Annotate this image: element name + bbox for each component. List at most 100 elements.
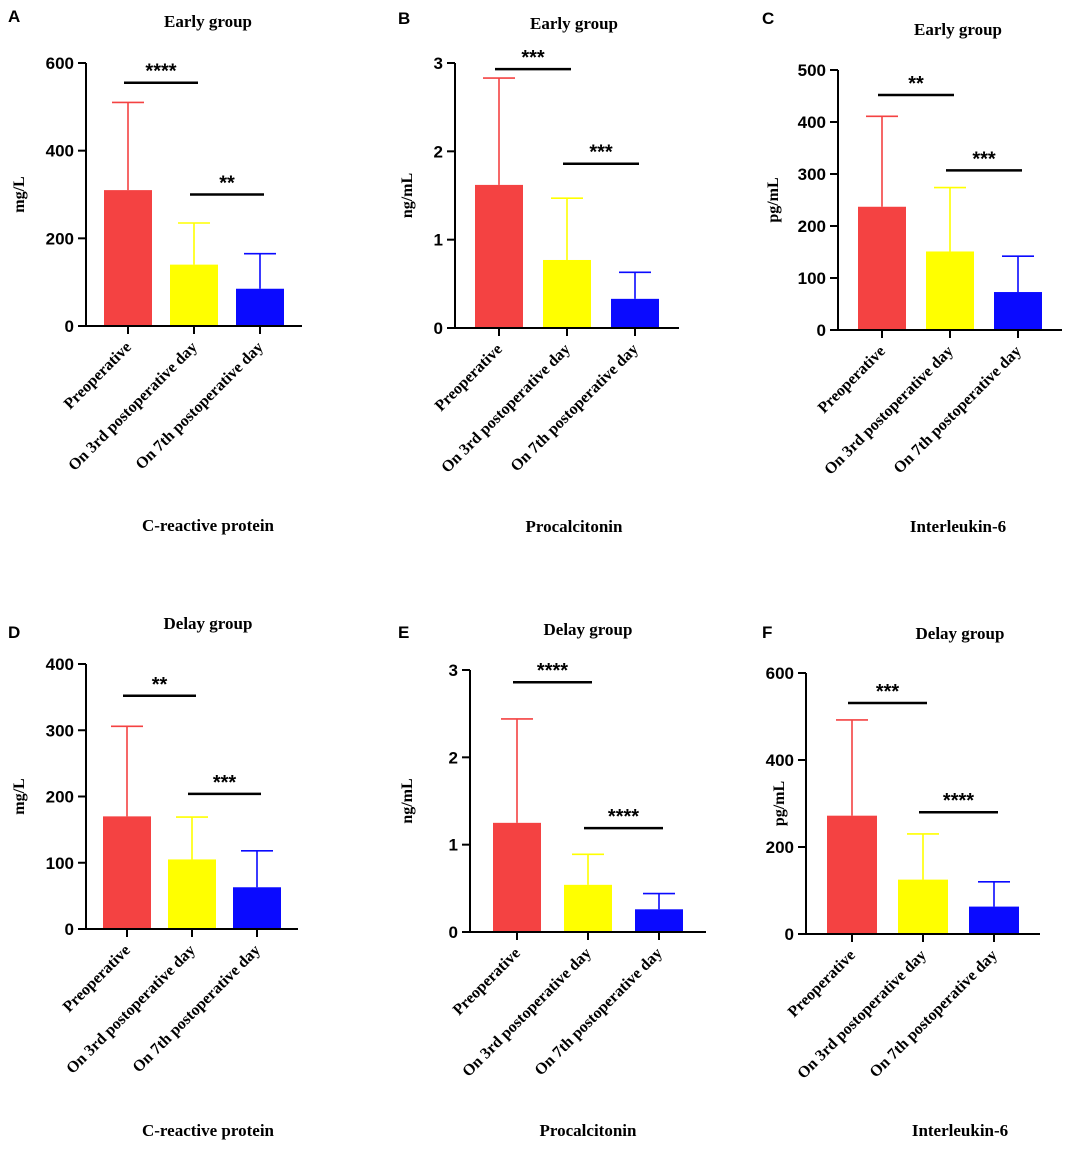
panel-letter: A <box>8 7 20 26</box>
y-tick-label: 400 <box>46 655 74 674</box>
y-axis-label: pg/mL <box>771 781 788 826</box>
y-tick-label: 2 <box>449 748 458 767</box>
error-bar-3 <box>643 892 675 910</box>
x-tick-label: Preoperative <box>785 947 859 1021</box>
significance-label: **** <box>537 660 568 682</box>
significance-label: *** <box>213 772 237 794</box>
error-bar-2 <box>907 833 939 880</box>
error-bar-1 <box>866 115 898 207</box>
y-tick-label: 100 <box>798 269 826 288</box>
error-bar-3 <box>244 252 276 289</box>
y-axis-label: ng/mL <box>399 778 416 823</box>
panel-letter: D <box>8 623 20 642</box>
y-tick-label: 400 <box>46 142 74 161</box>
y-tick-label: 0 <box>65 920 74 939</box>
x-tick-label: On 7th postoperative day <box>508 341 642 475</box>
error-bar-2 <box>934 186 966 252</box>
significance-label: ** <box>908 73 924 95</box>
bar-3 <box>635 909 683 932</box>
y-tick-label: 0 <box>65 317 74 336</box>
error-bar-1 <box>483 77 515 185</box>
bar-1 <box>493 822 541 932</box>
significance-label: ** <box>152 674 168 696</box>
chart-title: Delay group <box>544 620 633 639</box>
significance-label: *** <box>521 47 545 69</box>
error-bar-3 <box>1002 255 1034 293</box>
y-tick-label: 3 <box>434 54 443 73</box>
chart-title: Early group <box>530 14 618 33</box>
x-axis-label: Procalcitonin <box>540 1121 637 1140</box>
x-tick-label: Preoperative <box>61 339 135 413</box>
bar-1 <box>827 815 877 934</box>
bar-2 <box>170 264 218 326</box>
y-tick-label: 300 <box>46 721 74 740</box>
error-bar-1 <box>501 718 533 823</box>
y-tick-label: 500 <box>798 61 826 80</box>
y-tick-label: 0 <box>449 923 458 942</box>
x-tick-label: Preoperative <box>432 341 506 415</box>
y-axis-label: ng/mL <box>399 173 416 218</box>
y-tick-label: 100 <box>46 854 74 873</box>
bar-2 <box>168 859 216 929</box>
bar-1 <box>858 206 906 330</box>
chart-panel-c: C Early group Interleukin-6 pg/mL 0 100 200 300… <box>762 9 1062 536</box>
y-tick-label: 300 <box>798 165 826 184</box>
error-bar-3 <box>978 880 1010 907</box>
significance-label: ** <box>219 173 235 195</box>
bar-1 <box>475 184 523 328</box>
chart-panel-f: F Delay group Interleukin-6 pg/mL 0 200 400 600… <box>762 623 1040 1140</box>
chart-panel-b: B Early group Procalcitonin ng/mL 0 1 2 3 Preope… <box>398 9 679 536</box>
x-tick-label: On 7th postoperative day <box>133 339 267 473</box>
bar-1 <box>104 190 152 326</box>
y-axis-label: pg/mL <box>765 177 782 222</box>
bar-3 <box>611 298 659 328</box>
bar-3 <box>994 292 1042 330</box>
y-tick-label: 400 <box>766 751 794 770</box>
x-axis-label: Interleukin-6 <box>910 517 1006 536</box>
error-bar-3 <box>241 850 273 888</box>
y-tick-label: 0 <box>785 925 794 944</box>
bar-3 <box>236 288 284 326</box>
significance-label: *** <box>972 148 996 170</box>
y-axis-label: mg/L <box>11 778 28 814</box>
significance-label: **** <box>943 790 974 812</box>
error-bar-2 <box>572 853 604 885</box>
significance-label: *** <box>876 681 900 703</box>
bar-1 <box>103 816 151 929</box>
y-tick-label: 600 <box>766 664 794 683</box>
bar-2 <box>564 884 612 932</box>
chart-panel-e: E Delay group Procalcitonin ng/mL 0 1 2 3 Preope… <box>398 620 706 1140</box>
significance-label: *** <box>589 142 613 164</box>
x-tick-label: On 7th postoperative day <box>867 947 1001 1081</box>
x-tick-label: On 7th postoperative day <box>532 945 666 1079</box>
panel-letter: C <box>762 9 774 28</box>
error-bar-1 <box>112 101 144 191</box>
y-tick-label: 200 <box>798 217 826 236</box>
chart-title: Early group <box>914 20 1002 39</box>
bar-2 <box>926 251 974 330</box>
y-axis-label: mg/L <box>11 176 28 212</box>
bar-2 <box>543 259 591 328</box>
significance-label: **** <box>145 61 176 83</box>
x-tick-label: On 3rd postoperative day <box>65 339 201 475</box>
error-bar-2 <box>178 222 210 265</box>
y-tick-label: 400 <box>798 113 826 132</box>
y-tick-label: 1 <box>449 836 458 855</box>
x-axis-label: Interleukin-6 <box>912 1121 1008 1140</box>
x-axis-label: C-reactive protein <box>142 1121 275 1140</box>
x-tick-label: Preoperative <box>815 343 889 417</box>
x-tick-label: On 7th postoperative day <box>130 942 264 1076</box>
y-tick-label: 200 <box>766 838 794 857</box>
x-tick-label: On 3rd postoperative day <box>821 343 957 479</box>
significance-label: **** <box>608 806 639 828</box>
chart-title: Delay group <box>916 624 1005 643</box>
x-tick-label: On 3rd postoperative day <box>459 945 595 1081</box>
y-tick-label: 0 <box>817 321 826 340</box>
y-tick-label: 200 <box>46 788 74 807</box>
bar-3 <box>969 906 1019 934</box>
x-tick-label: On 3rd postoperative day <box>63 942 199 1078</box>
chart-panel-d: D Delay group C-reactive protein mg/L 0 100 20… <box>8 614 298 1140</box>
y-tick-label: 3 <box>449 661 458 680</box>
x-tick-label: On 7th postoperative day <box>891 343 1025 477</box>
